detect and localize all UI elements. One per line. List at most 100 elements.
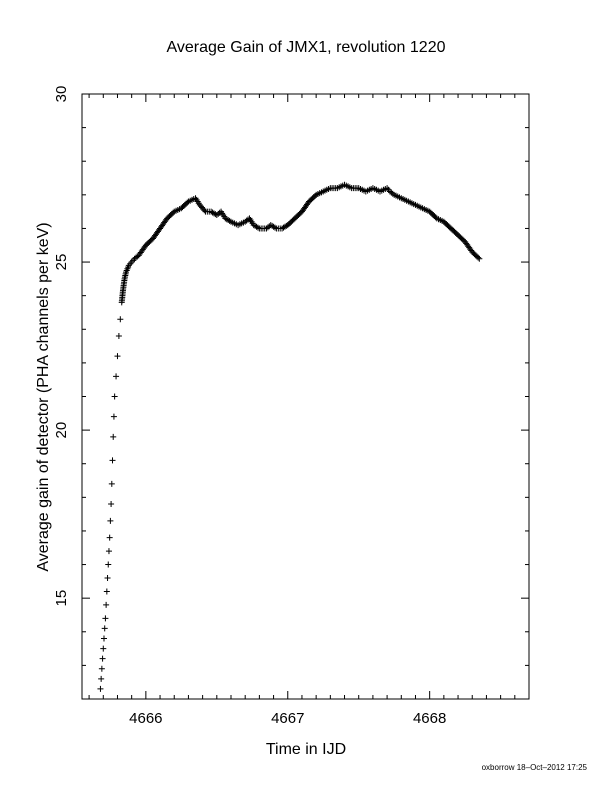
- data-point: [100, 635, 107, 642]
- data-point: [109, 457, 116, 464]
- data-point: [348, 185, 355, 192]
- data-point: [222, 215, 229, 222]
- data-point: [99, 655, 106, 662]
- data-point: [462, 238, 469, 245]
- data-point: [476, 255, 483, 262]
- data-point: [135, 252, 142, 259]
- data-point: [98, 675, 105, 682]
- data-point: [235, 222, 242, 229]
- data-point: [447, 225, 454, 232]
- y-tick-label: 25: [53, 254, 70, 271]
- data-point-fill: [254, 224, 261, 231]
- data-point: [327, 185, 334, 192]
- data-point: [250, 222, 257, 229]
- data-point: [246, 215, 253, 222]
- data-point: [113, 373, 120, 380]
- data-point: [273, 225, 280, 232]
- data-point-fill: [475, 254, 482, 261]
- data-point: [98, 665, 105, 672]
- x-axis: 4666 4667 4668: [88, 94, 530, 727]
- data-point: [106, 534, 113, 541]
- data-point: [440, 218, 447, 225]
- data-point: [171, 208, 178, 215]
- data-point: [291, 215, 298, 222]
- data-points: [97, 181, 483, 692]
- data-point: [107, 517, 114, 524]
- data-point: [164, 215, 171, 222]
- data-point: [178, 205, 185, 212]
- data-point: [398, 195, 405, 202]
- data-point: [117, 316, 124, 323]
- data-point: [108, 501, 115, 508]
- data-point: [313, 191, 320, 198]
- data-point: [306, 198, 313, 205]
- data-point: [142, 242, 149, 249]
- data-point: [377, 188, 383, 195]
- y-tick-label: 20: [53, 422, 70, 439]
- data-point: [97, 685, 104, 692]
- data-point: [120, 285, 127, 292]
- data-point: [110, 413, 117, 420]
- data-point: [263, 225, 270, 232]
- data-point: [202, 208, 209, 215]
- data-point: [108, 480, 115, 487]
- data-point: [213, 212, 220, 218]
- data-point: [102, 615, 109, 622]
- data-point: [320, 188, 327, 195]
- data-point: [111, 393, 118, 400]
- data-point: [125, 262, 132, 269]
- data-point: [131, 255, 138, 262]
- data-point: [192, 195, 199, 202]
- data-point: [426, 208, 433, 215]
- data-point: [218, 208, 225, 215]
- data-point: [469, 248, 476, 255]
- x-tick-label: 4668: [413, 710, 446, 727]
- data-point: [196, 201, 203, 208]
- data-point: [412, 201, 419, 208]
- data-point: [105, 548, 112, 555]
- data-point: [355, 185, 362, 192]
- data-point: [110, 433, 117, 440]
- data-point: [118, 299, 125, 306]
- data-point: [185, 198, 192, 205]
- data-point: [405, 198, 412, 205]
- data-point: [128, 259, 135, 266]
- data-point: [157, 225, 164, 232]
- data-point: [114, 353, 121, 360]
- data-point: [284, 222, 291, 229]
- data-point-fill: [271, 224, 278, 231]
- data-point-fill: [226, 217, 233, 224]
- data-point: [103, 601, 110, 608]
- data-point: [149, 235, 156, 242]
- data-point: [256, 225, 263, 232]
- y-axis: 15 20 25 30: [53, 86, 529, 700]
- data-point: [419, 205, 426, 212]
- y-tick-label: 15: [53, 590, 70, 607]
- data-point-fill: [201, 207, 208, 214]
- data-point: [121, 275, 128, 282]
- data-point: [362, 188, 369, 195]
- data-point: [455, 232, 462, 239]
- data-point: [369, 185, 376, 192]
- data-point: [104, 575, 111, 581]
- data-point: [433, 215, 440, 222]
- data-point: [105, 561, 112, 568]
- chart-title: Average Gain of JMX1, revolution 1220: [167, 39, 446, 56]
- data-point: [334, 185, 341, 192]
- data-point: [242, 218, 249, 225]
- y-axis-label: Average gain of detector (PHA channels p…: [35, 222, 52, 571]
- data-point: [122, 269, 129, 276]
- data-point: [228, 218, 234, 225]
- footer-credit: oxborrow 18–Oct–2012 17:25: [482, 763, 588, 772]
- plot-frame: [81, 93, 530, 700]
- data-point: [279, 225, 286, 232]
- data-point: [391, 191, 398, 198]
- data-point: [103, 588, 110, 595]
- data-point: [298, 208, 305, 215]
- data-point: [115, 333, 122, 339]
- data-point: [100, 645, 107, 652]
- data-point: [386, 188, 393, 195]
- y-tick-label: 30: [53, 86, 70, 103]
- x-axis-label: Time in IJD: [266, 741, 346, 758]
